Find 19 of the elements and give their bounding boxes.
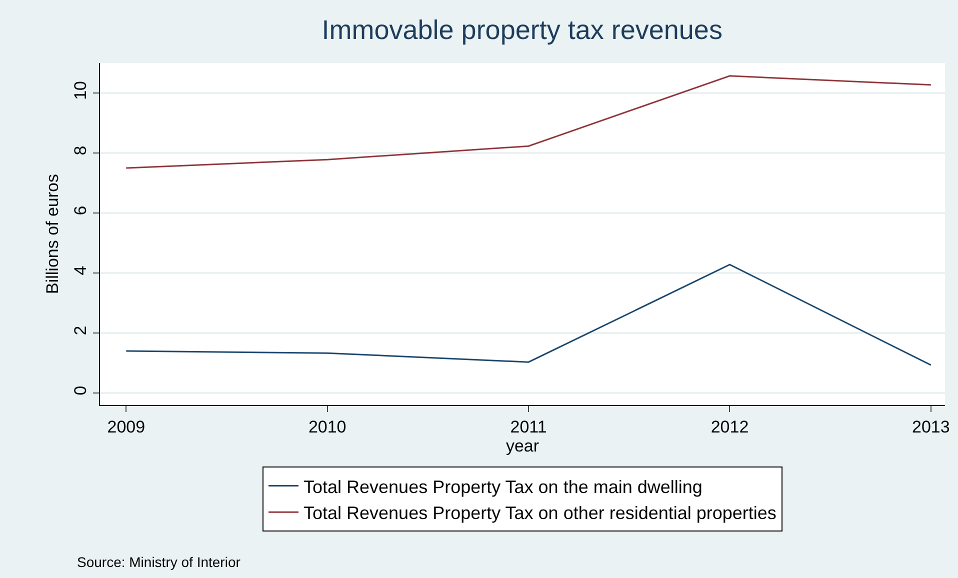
y-tick-label: 8 <box>71 146 90 156</box>
legend-label: Total Revenues Property Tax on other residential properties <box>304 503 776 524</box>
chart-title: Immovable property tax revenues <box>322 15 722 46</box>
x-tick-label: 2013 <box>912 417 950 436</box>
y-tick-label: 2 <box>71 326 90 336</box>
y-tick-label: 6 <box>71 206 90 216</box>
y-tick-label: 10 <box>71 80 90 100</box>
x-tick-label: 2011 <box>510 417 547 436</box>
x-tick-label: 2010 <box>308 417 346 436</box>
x-axis-title: year <box>506 436 540 456</box>
y-tick-label: 0 <box>71 386 90 396</box>
y-axis-title: Billions of euros <box>42 174 62 294</box>
legend-label: Total Revenues Property Tax on the main dwelling <box>304 476 702 497</box>
line-series <box>125 75 932 169</box>
y-tick-label: 4 <box>71 266 90 276</box>
source-note: Source: Ministry of Interior <box>77 554 241 570</box>
line-series <box>125 264 932 366</box>
x-tick-label: 2009 <box>107 417 146 436</box>
x-tick-label: 2012 <box>710 417 749 436</box>
